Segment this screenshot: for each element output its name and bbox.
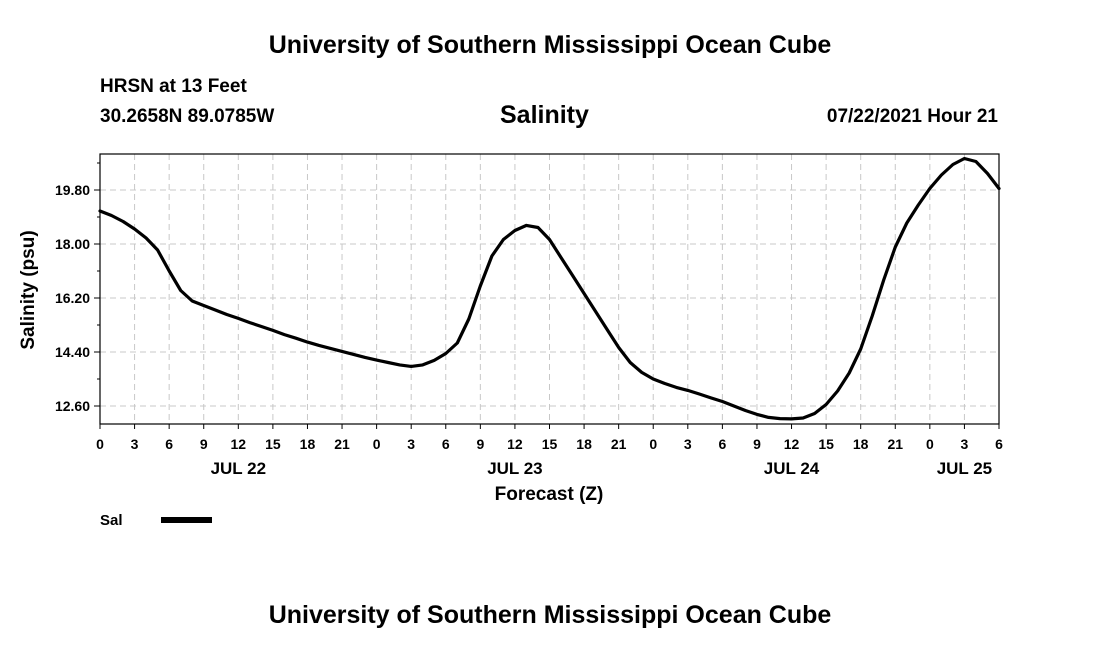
x-day-label: JUL 25 [937,459,992,478]
chart-grid [100,154,999,424]
x-tick-label: 6 [995,436,1003,452]
x-tick-label: 12 [231,436,247,452]
x-tick-label: 0 [649,436,657,452]
x-day-label: JUL 23 [487,459,542,478]
x-tick-label: 6 [442,436,450,452]
x-tick-label: 6 [165,436,173,452]
forecast-datetime: 07/22/2021 Hour 21 [826,106,998,127]
x-tick-label: 0 [373,436,381,452]
chart-title: Salinity [500,101,589,129]
station-coordinates: 30.2658N 89.0785W [100,106,275,127]
x-tick-label: 21 [887,436,903,452]
y-tick-label: 16.20 [55,290,90,306]
x-tick-label: 15 [265,436,281,452]
x-tick-label: 15 [818,436,834,452]
x-tick-label: 18 [853,436,869,452]
x-tick-label: 6 [718,436,726,452]
y-tick-label: 18.00 [55,236,90,252]
footer-title: University of Southern Mississippi Ocean… [268,601,832,629]
x-tick-label: 21 [334,436,350,452]
x-tick-label: 12 [507,436,523,452]
x-axis-ticks: 0 3 6 9 12 15 18 21 0 3 6 9 12 15 18 21 0 3 6 9 12 15 18 21 0 3 6J… [96,424,1003,478]
x-axis-title: Forecast (Z) [495,484,604,505]
x-tick-label: 12 [784,436,800,452]
x-tick-label: 9 [753,436,761,452]
x-tick-label: 3 [131,436,139,452]
x-tick-label: 3 [407,436,415,452]
legend-label: Sal [100,512,123,529]
station-label: HRSN at 13 Feet [100,76,247,97]
x-tick-label: 18 [300,436,316,452]
y-axis-title: Salinity (psu) [18,230,39,349]
page-title: University of Southern Mississippi Ocean… [268,31,832,59]
x-tick-label: 0 [926,436,934,452]
salinity-series-line [98,156,1001,421]
y-tick-label: 14.40 [55,344,90,360]
x-tick-label: 9 [476,436,484,452]
x-tick-label: 18 [576,436,592,452]
x-day-label: JUL 24 [764,459,820,478]
y-tick-label: 12.60 [55,398,90,414]
x-tick-label: 0 [96,436,104,452]
x-tick-label: 3 [684,436,692,452]
x-day-label: JUL 22 [211,459,266,478]
x-tick-label: 21 [611,436,627,452]
y-axis-ticks: 12.60 14.40 16.20 18.00 19.80 [55,162,100,414]
x-tick-label: 15 [542,436,558,452]
y-tick-label: 19.80 [55,182,90,198]
x-tick-label: 3 [961,436,969,452]
x-tick-label: 9 [200,436,208,452]
